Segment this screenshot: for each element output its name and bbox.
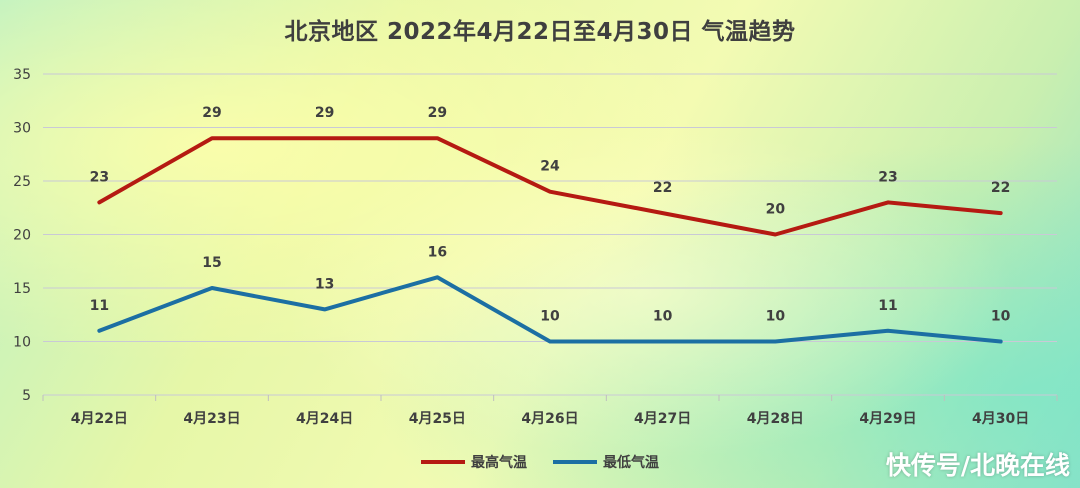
x-tick-label: 4月26日 — [521, 411, 578, 427]
y-tick-label: 10 — [13, 335, 31, 351]
data-label: 11 — [90, 298, 109, 314]
y-tick-label: 15 — [13, 281, 31, 297]
x-tick-label: 4月27日 — [634, 411, 691, 427]
data-label: 23 — [90, 169, 109, 185]
data-label: 11 — [878, 298, 897, 314]
legend-item-low: 最低气温 — [553, 452, 659, 472]
y-tick-label: 5 — [22, 388, 31, 404]
legend-label-high: 最高气温 — [471, 455, 527, 471]
x-tick-label: 4月24日 — [296, 411, 353, 427]
chart-legend: 最高气温 最低气温 — [0, 452, 1080, 472]
legend-item-high: 最高气温 — [421, 452, 527, 472]
legend-label-low: 最低气温 — [603, 455, 659, 471]
data-label: 23 — [878, 169, 897, 185]
data-label: 22 — [991, 180, 1010, 196]
data-label: 29 — [202, 105, 221, 121]
data-label: 29 — [428, 105, 447, 121]
legend-swatch-high — [421, 460, 465, 464]
data-label: 10 — [766, 309, 786, 325]
data-label: 15 — [202, 255, 221, 271]
data-label: 29 — [315, 105, 334, 121]
data-label: 10 — [991, 309, 1011, 325]
x-tick-label: 4月28日 — [747, 411, 804, 427]
x-tick-label: 4月22日 — [71, 411, 128, 427]
data-label: 13 — [315, 276, 334, 292]
data-label: 10 — [653, 309, 673, 325]
data-label: 22 — [653, 180, 672, 196]
chart-title: 北京地区 2022年4月22日至4月30日 气温趋势 — [284, 19, 796, 45]
data-label: 10 — [540, 309, 560, 325]
series-line-high — [97, 136, 1003, 237]
series-line-low — [97, 275, 1003, 344]
y-tick-label: 30 — [13, 121, 31, 137]
data-label: 16 — [428, 244, 447, 260]
legend-swatch-low — [553, 460, 597, 464]
data-label: 24 — [540, 159, 560, 175]
data-label: 20 — [766, 202, 786, 218]
y-tick-label: 35 — [13, 67, 31, 83]
y-tick-label: 20 — [13, 228, 31, 244]
x-tick-label: 4月23日 — [183, 411, 240, 427]
x-tick-label: 4月25日 — [409, 411, 466, 427]
x-tick-label: 4月30日 — [972, 411, 1029, 427]
x-tick-label: 4月29日 — [859, 411, 916, 427]
y-tick-label: 25 — [13, 174, 31, 190]
watermark: 快传号/北晚在线 — [885, 451, 1070, 480]
